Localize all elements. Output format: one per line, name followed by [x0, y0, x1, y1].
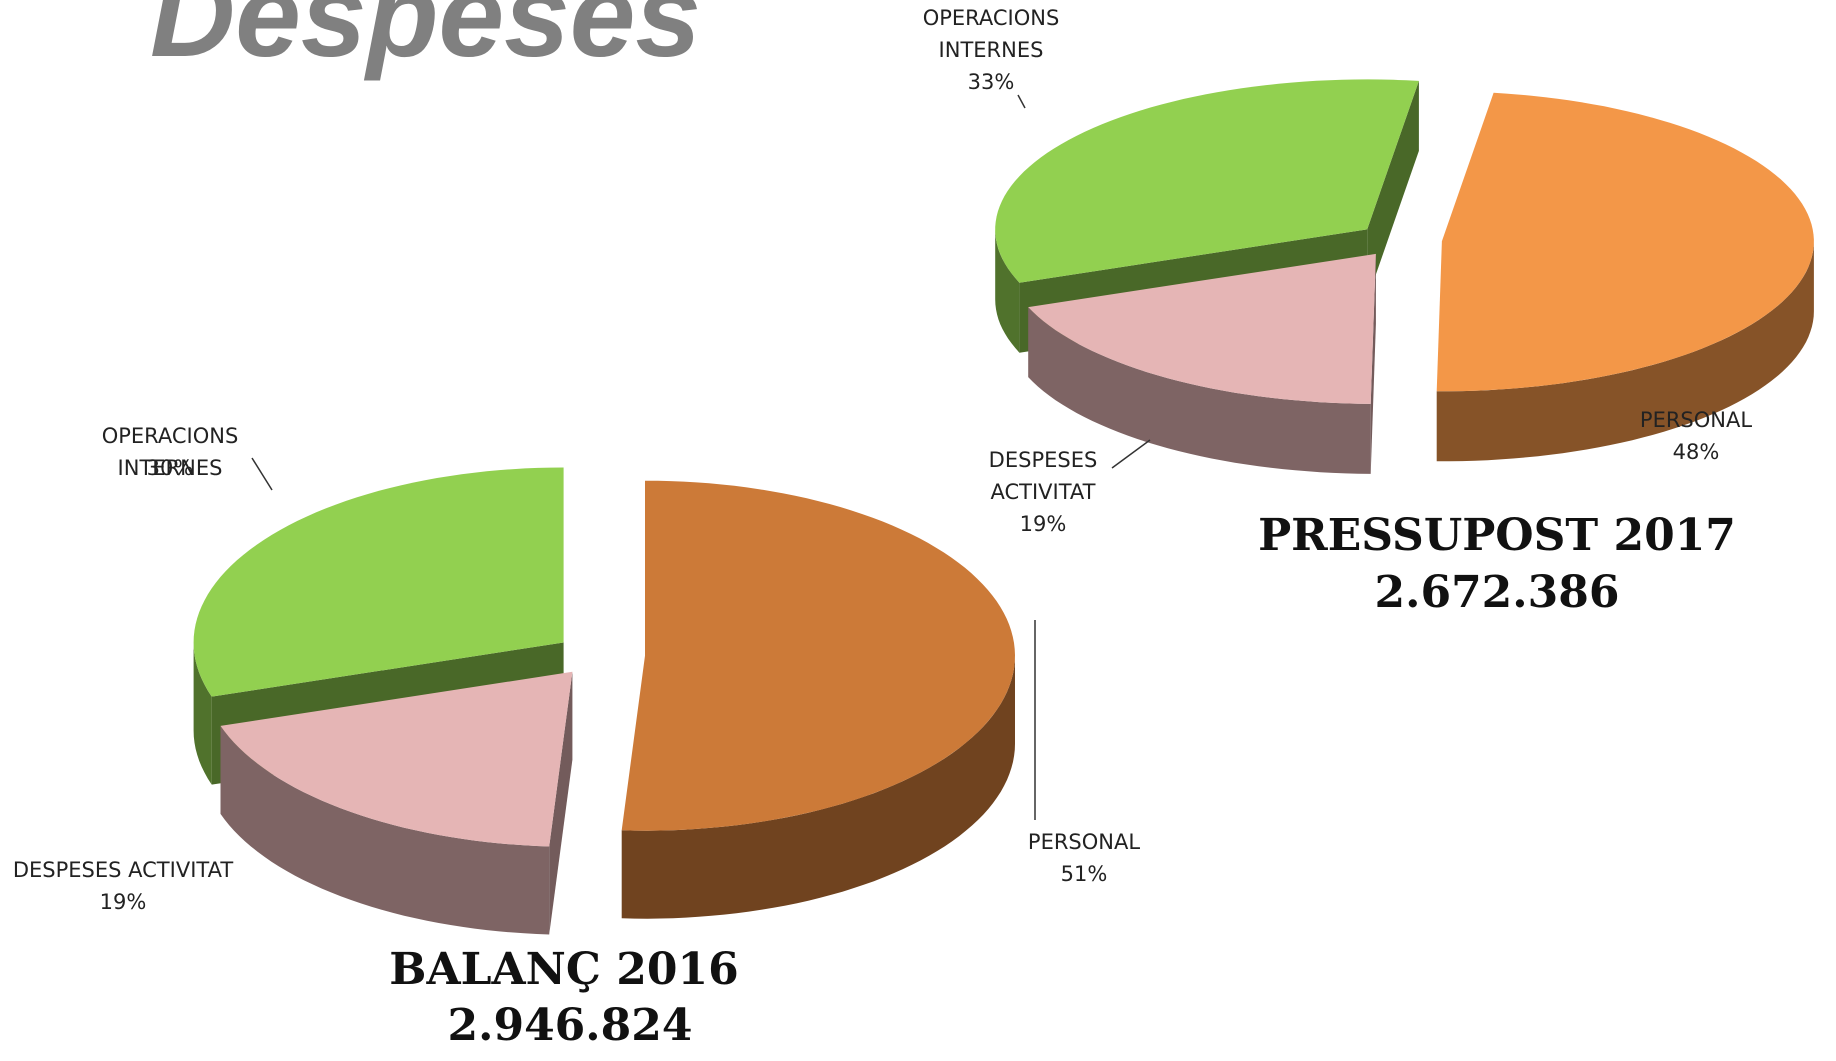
slice-label: DESPESES ACTIVITAT [988, 448, 1098, 504]
value-label: 48% [1672, 440, 1720, 464]
pie-slice [621, 480, 1015, 919]
slice-wall [549, 671, 573, 935]
slice-side [220, 725, 550, 935]
slice-side [995, 229, 1020, 353]
value-label: 51% [1060, 862, 1108, 886]
value-label: 19% [1019, 512, 1067, 536]
pie-slice [1028, 253, 1376, 474]
chart-title: PRESSUPOST 2017 [1258, 510, 1736, 561]
chart-subtitle: 2.946.824 [448, 1000, 693, 1051]
chart-subtitle: 2.672.386 [1375, 567, 1620, 618]
pie-slice [1436, 92, 1814, 462]
slice-top [1436, 92, 1814, 392]
leader-line [1111, 439, 1151, 469]
slice-top [193, 467, 564, 697]
value-label: 19% [99, 890, 147, 914]
slice-label: OPERACIONS INTERNES [101, 424, 239, 480]
slice-top [220, 671, 573, 847]
slice-label: DESPESES ACTIVITAT [12, 858, 234, 882]
slice-side [621, 655, 1015, 919]
value-label: 30% [146, 456, 194, 480]
slice-label: PERSONAL [1639, 408, 1753, 432]
page-title: Despeses [150, 0, 701, 82]
pie-slice [220, 671, 573, 935]
slice-wall [1370, 253, 1376, 474]
leader-line [1017, 94, 1026, 109]
slice-label: PERSONAL [1027, 830, 1141, 854]
chart-title: BALANÇ 2016 [389, 944, 738, 995]
slice-side [193, 642, 212, 785]
value-label: 33% [967, 70, 1015, 94]
leader-line [251, 457, 273, 491]
slice-label: OPERACIONS INTERNES [922, 6, 1060, 62]
slice-top [1028, 253, 1376, 404]
slice-top [621, 480, 1015, 831]
slice-top [995, 79, 1419, 283]
slice-side [1436, 241, 1814, 462]
slice-wall [1367, 80, 1419, 300]
slice-side [1028, 307, 1371, 474]
